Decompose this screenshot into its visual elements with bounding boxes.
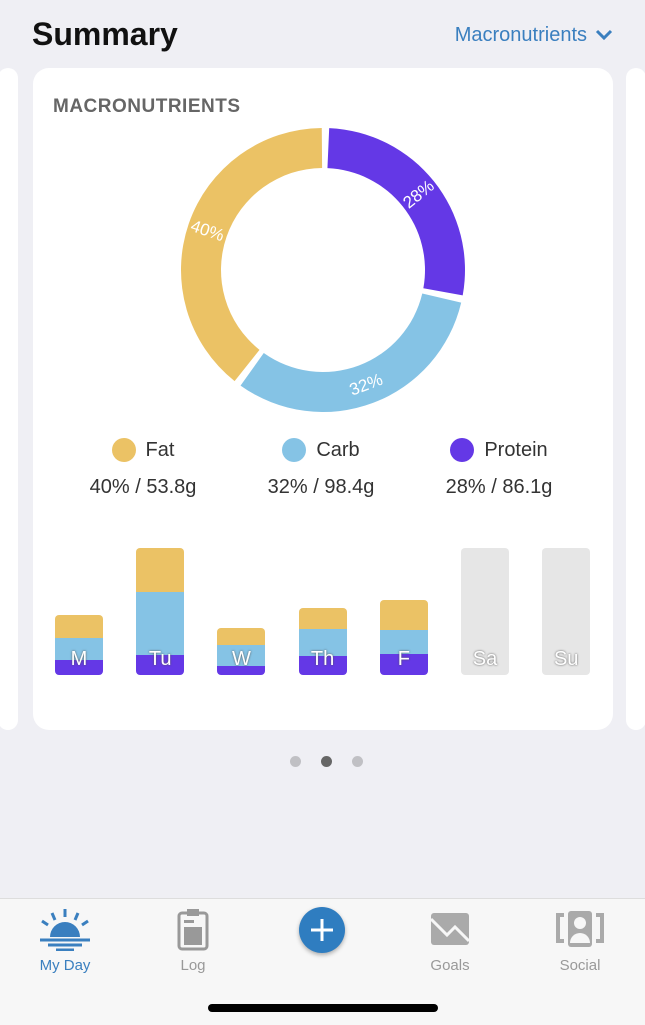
bar-F[interactable]: F [379, 600, 428, 675]
bar-segment-carb [55, 638, 103, 660]
tab-social[interactable]: Social [530, 907, 630, 974]
legend-item-fat: Fat 40% / 53.8g [53, 438, 233, 499]
bar-day-label: Th [310, 648, 335, 670]
bar-segment-fat [136, 548, 185, 592]
bar-day-label: Su [553, 648, 579, 670]
legend-dot [450, 438, 475, 462]
tab-label: Goals [430, 957, 470, 974]
tab-log[interactable]: Log [143, 907, 243, 974]
next-card[interactable] [626, 68, 645, 730]
bar-segment-fat [379, 600, 428, 630]
donut-chart: 28%32%40% [181, 128, 465, 412]
legend-value: 40% / 53.8g [89, 476, 197, 498]
sunrise-icon [40, 909, 90, 951]
legend-name: Carb [316, 438, 360, 461]
bar-Th[interactable]: Th [298, 608, 347, 675]
bar-segment-protein [379, 654, 428, 675]
chevron-down-icon [595, 24, 613, 47]
tab-label: Log [180, 957, 206, 974]
dropdown-label: Macronutrients [454, 24, 587, 46]
tab-bar: My Day Log Goals Social [0, 898, 645, 1025]
legend-name: Fat [145, 438, 175, 461]
legend-name: Protein [484, 438, 548, 461]
page-title: Summary [32, 16, 178, 52]
plus-icon [311, 919, 333, 941]
bar-day-label: Sa [472, 648, 498, 670]
bar-segment-protein [298, 656, 347, 675]
donut-slice-protein [327, 128, 465, 296]
legend-item-protein: Protein 28% / 86.1g [409, 438, 589, 499]
donut-slice-fat [181, 128, 323, 382]
bar-M[interactable]: M [55, 615, 103, 675]
donut-slice-carb [240, 293, 462, 412]
bar-day-label: W [231, 648, 251, 670]
bar-day-label: M [70, 648, 88, 670]
page-indicator[interactable] [290, 756, 363, 767]
bar-segment-protein [55, 660, 103, 675]
prev-card[interactable] [0, 68, 18, 730]
bar-segment-carb [298, 629, 347, 656]
bar-segment-protein [136, 655, 185, 675]
legend-value: 32% / 98.4g [267, 476, 375, 498]
home-indicator[interactable] [208, 1004, 438, 1012]
bar-W[interactable]: W [217, 628, 266, 675]
legend-dot [282, 438, 307, 462]
bar-Su[interactable]: Su [542, 548, 591, 675]
bar-segment-carb [217, 645, 266, 666]
bar-segment-carb [379, 630, 428, 654]
add-button[interactable] [299, 907, 345, 953]
bar-segment-fat [55, 615, 103, 638]
legend-value: 28% / 86.1g [445, 476, 553, 498]
tab-label: My Day [39, 957, 91, 974]
macronutrients-card: MACRONUTRIENTS 28% 32% 40% Fat 40% / 53.8g C… [33, 68, 613, 730]
bar-Sa[interactable]: Sa [461, 548, 509, 675]
bar-segment-fat [298, 608, 347, 629]
tab-goals[interactable]: Goals [400, 907, 500, 974]
bar-segment-protein [217, 666, 266, 675]
bar-day-label: Tu [148, 648, 172, 670]
bar-day-label: F [397, 648, 410, 670]
bar-segment-fat [217, 628, 266, 645]
bar-segment-carb [136, 592, 185, 655]
goals-chart-icon [430, 913, 470, 945]
legend-dot [111, 438, 136, 462]
clipboard-icon [177, 909, 209, 951]
card-title: MACRONUTRIENTS [53, 96, 241, 117]
bar-Tu[interactable]: Tu [136, 548, 185, 675]
social-people-icon [556, 911, 604, 947]
tab-label: Social [559, 957, 601, 974]
legend-item-carb: Carb 32% / 98.4g [231, 438, 411, 499]
view-dropdown[interactable]: Macronutrients [455, 24, 613, 47]
tab-my-day[interactable]: My Day [15, 907, 115, 974]
